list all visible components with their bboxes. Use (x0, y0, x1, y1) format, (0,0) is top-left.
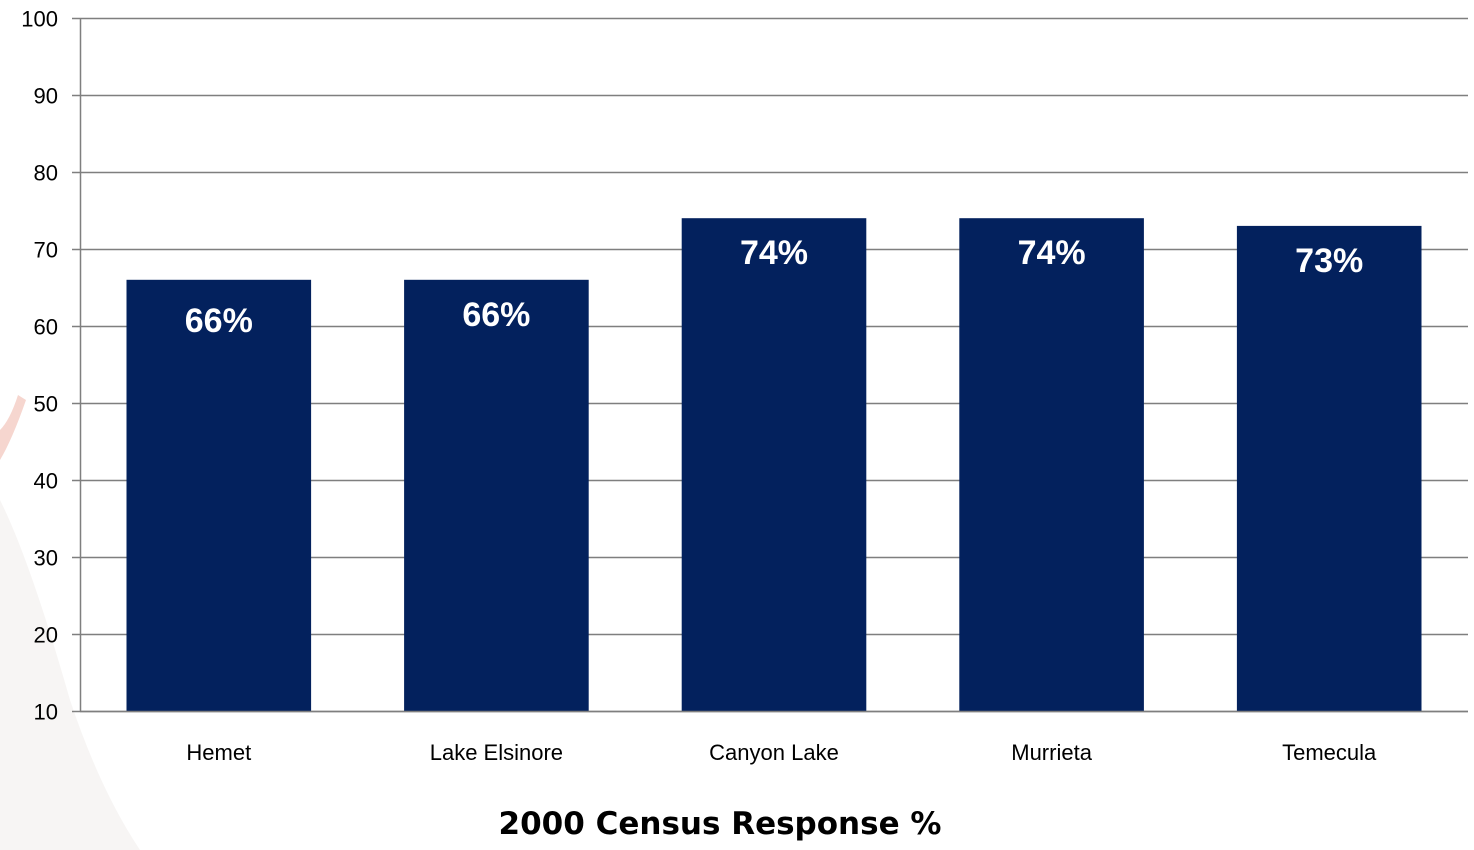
bar-murrieta (959, 218, 1144, 711)
category-label-temecula: Temecula (1282, 740, 1377, 765)
y-tick-label-10: 10 (34, 700, 58, 725)
data-label-temecula: 73% (1295, 242, 1363, 280)
bar-temecula (1236, 225, 1422, 711)
y-axis-ticks: 10 20 30 40 50 60 70 80 90 100 (21, 7, 58, 725)
background-decoration (0, 395, 140, 850)
decor-swoosh (0, 395, 26, 460)
y-tick-label-70: 70 (34, 238, 58, 263)
category-label-hemet: Hemet (186, 740, 251, 765)
bar-lake-elsinore (404, 279, 589, 711)
data-label-hemet: 66% (185, 302, 253, 340)
bars (126, 218, 1422, 711)
y-tick-label-80: 80 (34, 161, 58, 186)
data-label-lake-elsinore: 66% (462, 296, 530, 334)
y-tick-label-30: 30 (34, 546, 58, 571)
y-tick-label-40: 40 (34, 469, 58, 494)
category-label-murrieta: Murrieta (1011, 740, 1092, 765)
y-tick-label-20: 20 (34, 623, 58, 648)
y-tick-label-90: 90 (34, 84, 58, 109)
decor-arc (0, 500, 140, 850)
y-tick-label-60: 60 (34, 315, 58, 340)
bar-canyon-lake (681, 218, 867, 711)
data-label-murrieta: 74% (1018, 234, 1086, 272)
category-label-canyon-lake: Canyon Lake (709, 740, 839, 765)
data-label-canyon-lake: 74% (740, 234, 808, 272)
data-labels: 66% 66% 74% 74% 73% (185, 234, 1363, 340)
x-axis-title: 2000 Census Response % (498, 806, 942, 842)
y-tick-label-50: 50 (34, 392, 58, 417)
category-label-lake-elsinore: Lake Elsinore (430, 740, 563, 765)
bar-hemet (126, 279, 312, 711)
category-labels: Hemet Lake Elsinore Canyon Lake Murrieta Tem… (80, 710, 1468, 765)
y-tick-label-100: 100 (21, 7, 58, 32)
